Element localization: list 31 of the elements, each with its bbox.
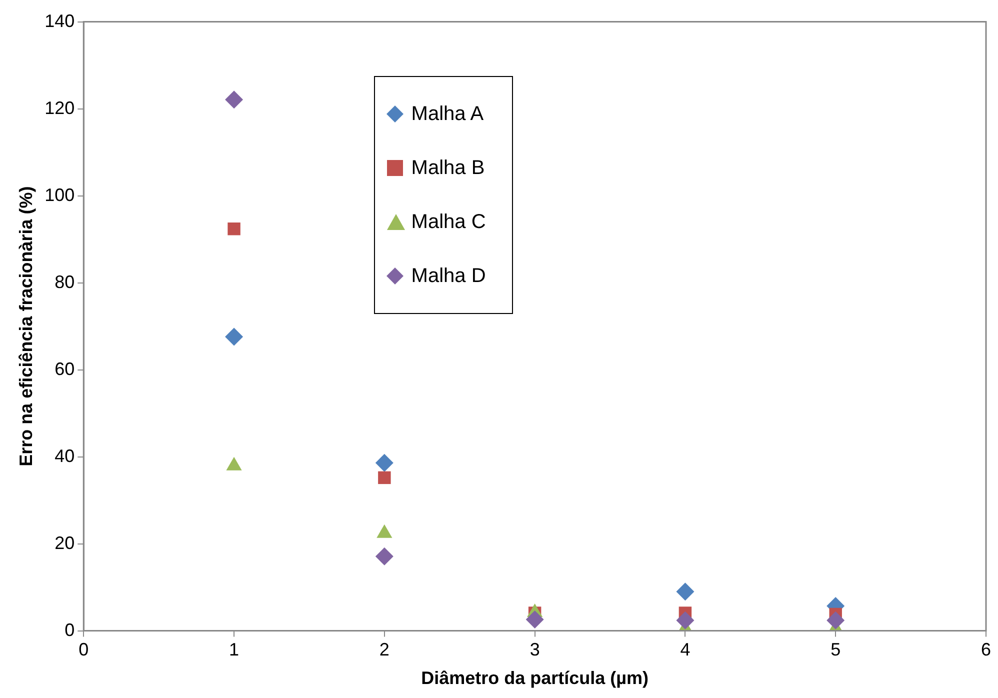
y-tick-label: 20 (54, 532, 75, 553)
point (676, 582, 694, 601)
x-tick-label: 5 (830, 640, 841, 660)
y-tick-label: 60 (54, 358, 75, 379)
point (676, 611, 694, 630)
y-tick-label: 100 (44, 184, 75, 205)
x-tick-label: 4 (680, 640, 690, 660)
y-tick-label: 0 (64, 620, 75, 640)
point (826, 611, 845, 630)
legend-label: Malha D (411, 264, 486, 288)
y-tick-label: 40 (54, 446, 75, 466)
point (378, 471, 391, 484)
point (225, 328, 244, 346)
x-tick-label: 2 (379, 640, 390, 660)
x-tick-label: 1 (229, 640, 240, 660)
x-tick-label: 0 (78, 640, 89, 660)
point (375, 547, 394, 566)
legend-label: Malha C (411, 210, 486, 234)
y-tick-label: 120 (44, 98, 75, 118)
legend-label: Malha A (411, 102, 484, 126)
legend-label: Malha B (411, 156, 485, 180)
y-tick-label: 80 (54, 272, 75, 292)
point (526, 610, 544, 628)
x-axis-title: Diâmetro da partícula (µm) (421, 668, 649, 688)
point (375, 454, 394, 472)
point (228, 222, 240, 236)
point (225, 90, 244, 109)
x-tick-label: 6 (980, 640, 992, 660)
x-tick-label: 3 (530, 640, 540, 660)
y-axis-title: Erro na eficiência fracionària (%) (16, 186, 36, 466)
y-tick-label: 140 (44, 10, 75, 31)
